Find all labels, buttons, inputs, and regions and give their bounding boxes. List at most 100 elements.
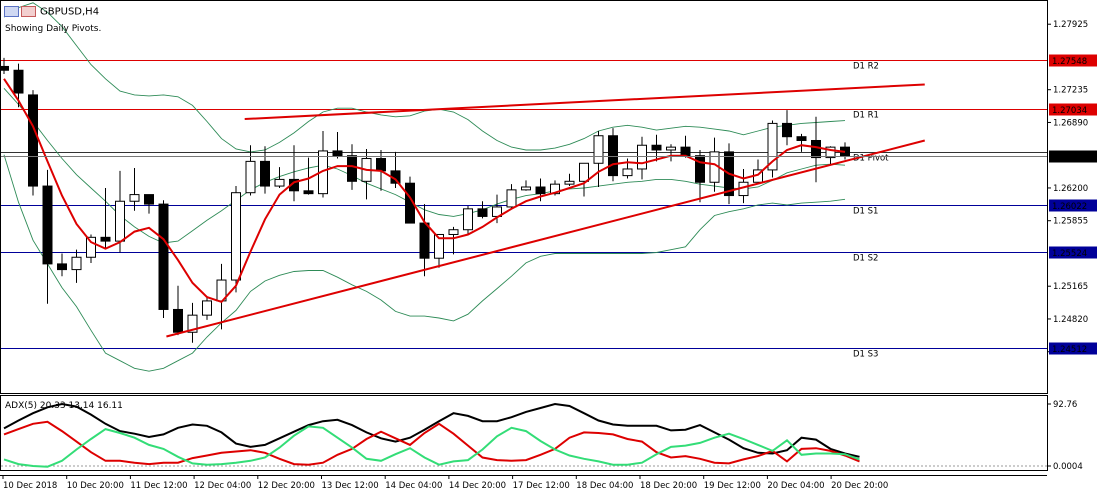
pivot-price-tag (1049, 103, 1097, 116)
candle-body (521, 186, 531, 191)
candle-body (245, 160, 256, 194)
candle-body (86, 236, 96, 258)
candle-body (144, 194, 154, 205)
candle-body (303, 190, 314, 195)
candle-body (71, 256, 82, 271)
time-tick-label: 17 Dec 12:00 (513, 481, 570, 491)
time-tick-label: 13 Dec 12:00 (322, 481, 379, 491)
time-tick-label: 12 Dec 04:00 (194, 481, 251, 491)
candle-body (680, 146, 691, 157)
candle-body (332, 150, 343, 157)
band-upper-line (3, 2, 846, 153)
pivot-price-tag-label: 1.27548 (1052, 57, 1087, 67)
chart-menu-icon[interactable] (4, 6, 19, 17)
time-tick-label: 20 Dec 20:00 (831, 481, 888, 491)
candle-body (767, 122, 778, 171)
candle-body (622, 168, 633, 177)
pivot-label: D1 S1 (853, 207, 878, 217)
pivot-label: D1 S2 (853, 254, 878, 264)
adx-tick-label: 92.76 (1053, 400, 1077, 410)
candle-body (651, 144, 662, 151)
adx-series-adx (3, 402, 860, 458)
current-price-tag (1049, 150, 1097, 163)
candle-body (13, 69, 24, 94)
pivot-price-tag (1049, 54, 1097, 67)
candle-body (695, 155, 705, 183)
candle-body (811, 139, 821, 159)
candle-body (187, 314, 198, 333)
candle-body (796, 136, 807, 141)
pivot-price-tag-label: 1.25524 (1052, 249, 1087, 259)
pivot-price-tag-label: 1.27034 (1052, 106, 1087, 116)
adx-tick-label: 0.0004 (1053, 462, 1083, 472)
pivot-label: D1 R1 (853, 111, 879, 121)
pivot-price-tag-label: 1.24512 (1052, 345, 1087, 355)
candle-body (0, 65, 9, 71)
candle-body (202, 300, 212, 316)
candle-body (434, 233, 444, 259)
trendline (166, 139, 926, 338)
symbol-label: GBPUSD,H4 (40, 6, 100, 18)
main-panel-frame (0, 0, 1048, 394)
pivots-subtitle: Showing Daily Pivots. (5, 24, 102, 34)
current-price-tag-label: 1.26536 (1052, 153, 1087, 163)
chart-header: GBPUSD,H4 (4, 6, 99, 18)
time-tick-label: 12 Dec 20:00 (258, 481, 315, 491)
time-tick-label: 18 Dec 20:00 (640, 481, 697, 491)
candle-body (42, 185, 53, 265)
adx-indicator-label: ADX(5) 20.33 13.14 16.11 (5, 401, 123, 411)
candle-body (115, 200, 125, 242)
candle-body (129, 194, 140, 202)
candle-body (448, 229, 459, 235)
time-tick-label: 18 Dec 04:00 (576, 481, 633, 491)
candle-body (666, 146, 676, 151)
price-tick-label: 1.24820 (1053, 315, 1088, 325)
candle-body (231, 192, 241, 281)
candle-body (260, 160, 270, 187)
time-tick-label: 20 Dec 04:00 (767, 481, 824, 491)
pivot-label: D1 Pivot (853, 154, 889, 164)
time-tick-label: 10 Dec 20:00 (67, 481, 124, 491)
moving-average-line (3, 78, 846, 304)
time-tick-label: 11 Dec 12:00 (130, 481, 187, 491)
price-tick-label: 1.27925 (1053, 20, 1088, 30)
time-tick-label: 10 Dec 2018 (3, 481, 57, 491)
price-tick-label: 1.26200 (1053, 184, 1088, 194)
pivot-price-tag (1049, 199, 1097, 212)
time-tick-label: 14 Dec 04:00 (385, 481, 442, 491)
candle-body (419, 222, 430, 259)
band-lower-line (3, 154, 846, 372)
adx-series-di (3, 425, 860, 468)
candle-body (57, 263, 67, 271)
candle-body (564, 180, 575, 185)
indicator-panel-frame (0, 395, 1048, 471)
candle-body (535, 186, 546, 195)
candle-body (376, 158, 386, 172)
candle-body (347, 155, 357, 182)
pivot-price-tag (1049, 246, 1097, 259)
pivot-label: D1 S3 (853, 350, 878, 360)
candle-body (782, 122, 792, 138)
candle-body (608, 135, 618, 177)
chart-menu-icon-2[interactable] (21, 6, 36, 17)
candle-body (477, 208, 488, 217)
candle-body (28, 94, 38, 187)
candle-body (825, 146, 836, 159)
candle-body (506, 189, 517, 208)
price-tick-label: 1.26890 (1053, 118, 1088, 128)
pivot-price-tag-label: 1.26022 (1052, 202, 1087, 212)
time-tick-label: 19 Dec 12:00 (704, 481, 761, 491)
candle-body (579, 162, 589, 182)
pivot-price-tag (1049, 342, 1097, 355)
price-tick-label: 1.25855 (1053, 217, 1088, 227)
candle-body (274, 178, 285, 187)
price-tick-label: 1.25165 (1053, 282, 1088, 292)
candle-body (158, 203, 169, 310)
candle-body (593, 135, 604, 164)
candle-body (173, 308, 183, 333)
pivot-label: D1 R2 (853, 62, 879, 72)
time-tick-label: 14 Dec 20:00 (449, 481, 506, 491)
candle-body (100, 236, 111, 242)
